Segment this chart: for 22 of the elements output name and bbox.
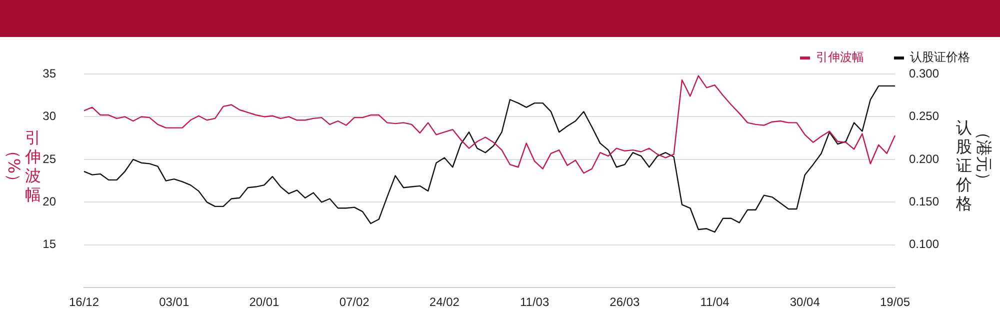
x-tick-label: 03/01 — [159, 295, 190, 310]
legend-label: 引伸波幅 — [816, 50, 864, 64]
y2-tick-label: 0.300 — [909, 66, 940, 80]
x-tick-label: 30/04 — [790, 295, 820, 310]
y2-tick-label: 0.100 — [909, 237, 940, 252]
y-tick-label: 15 — [42, 237, 56, 252]
x-tick-label: 07/02 — [339, 295, 370, 310]
y-tick-label: 30 — [42, 109, 56, 124]
y2-tick-label: 0.150 — [909, 194, 940, 208]
y-tick-label: 25 — [42, 152, 56, 166]
x-tick-label: 24/02 — [429, 295, 460, 310]
x-tick-label: 20/01 — [249, 295, 280, 310]
y-tick-label: 20 — [42, 194, 56, 208]
x-tick-label: 11/03 — [520, 295, 550, 310]
x-tick-label: 16/12 — [68, 295, 100, 310]
x-tick-label: 11/04 — [700, 295, 730, 310]
x-tick-label: 19/05 — [880, 295, 910, 310]
y2-tick-label: 0.250 — [909, 109, 940, 124]
legend-label: 认股证价格 — [910, 50, 970, 64]
y-tick-label: 35 — [42, 66, 56, 80]
y2-tick-label: 0.200 — [909, 152, 940, 166]
x-tick-label: 26/03 — [610, 295, 640, 310]
